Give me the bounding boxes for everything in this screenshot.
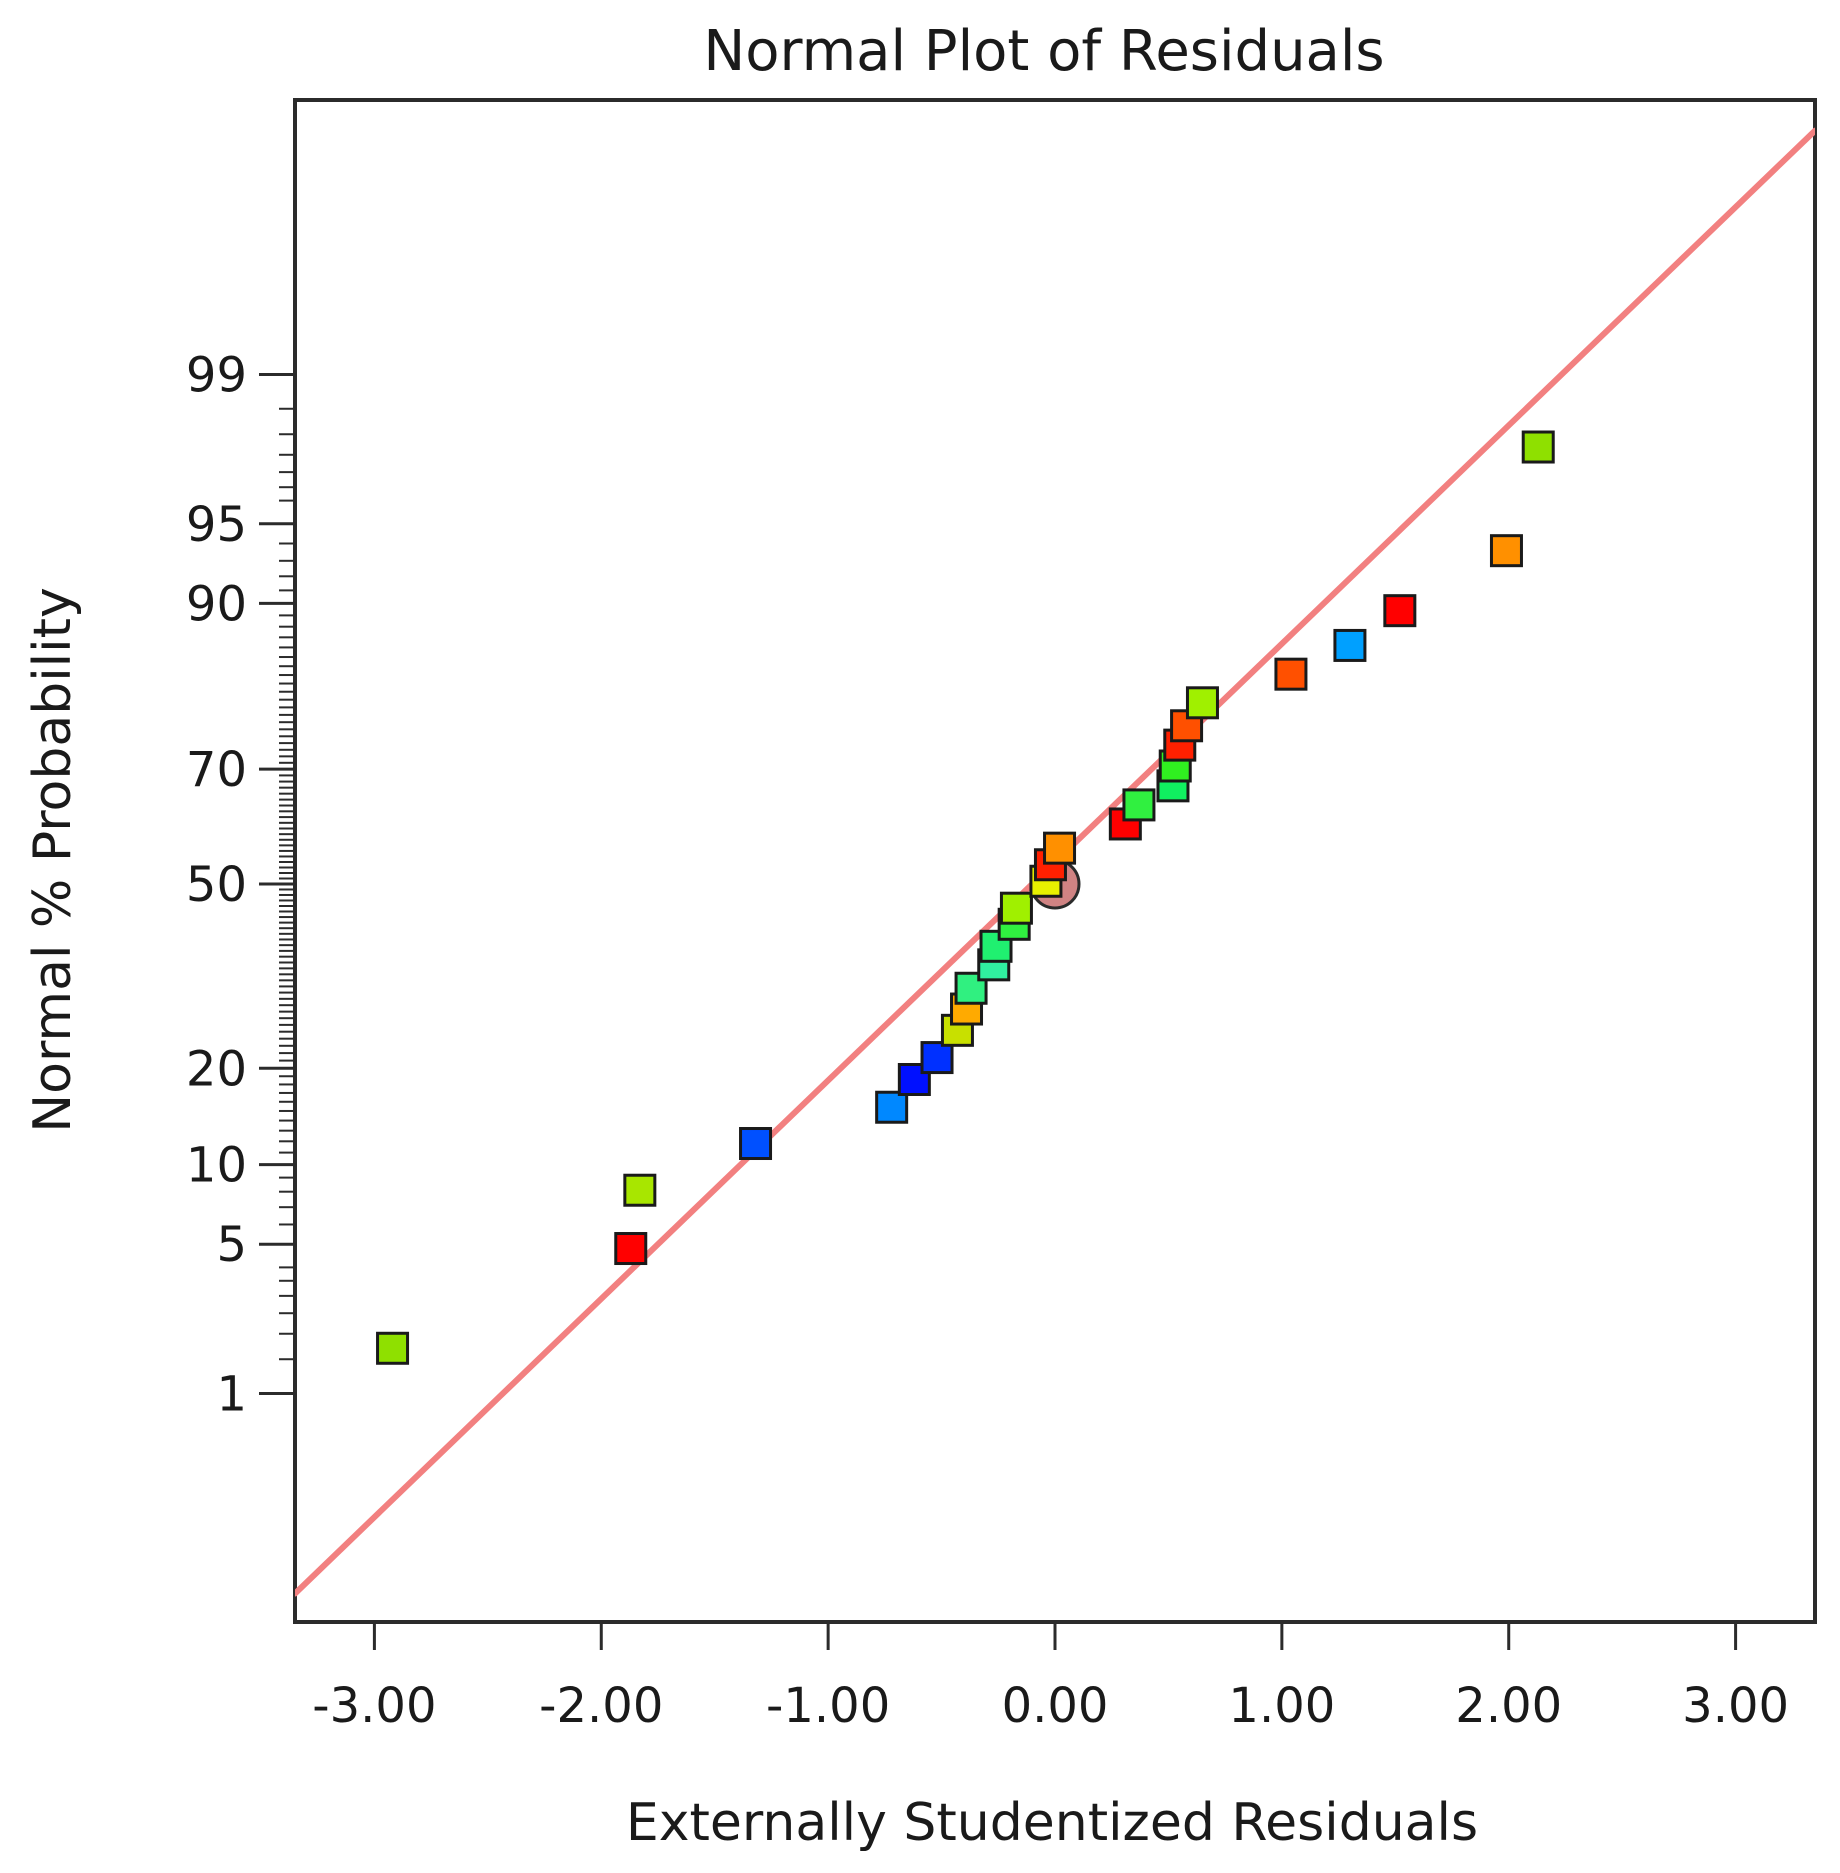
residual-point: [1122, 788, 1156, 822]
y-tick-label: 50: [186, 857, 247, 913]
x-axis: -3.00 -2.00 -1.00 0.00 1.00 2.00 3.00: [312, 1622, 1789, 1734]
residual-point: [875, 1090, 909, 1124]
residual-point: [1043, 831, 1077, 865]
y-tick-label: 5: [216, 1217, 247, 1273]
y-tick-label: 90: [186, 576, 247, 632]
x-tick-label: 0.00: [1002, 1678, 1109, 1734]
x-tick-label: 2.00: [1455, 1678, 1562, 1734]
residual-point: [614, 1232, 648, 1266]
chart-title: Normal Plot of Residuals: [703, 19, 1384, 84]
residual-point: [376, 1331, 410, 1365]
x-tick-label: -2.00: [539, 1678, 663, 1734]
residual-point: [1274, 657, 1308, 691]
residual-point: [1489, 534, 1523, 568]
residual-point: [920, 1041, 954, 1075]
x-tick-label: 1.00: [1228, 1678, 1335, 1734]
x-tick-label: -3.00: [312, 1678, 436, 1734]
y-tick-label: 70: [186, 742, 247, 798]
y-tick-label: 95: [186, 497, 247, 553]
x-axis-label: Externally Studentized Residuals: [626, 1793, 1478, 1853]
y-tick-label: 20: [186, 1041, 247, 1097]
y-tick-label: 10: [186, 1138, 247, 1194]
residual-point: [1185, 686, 1219, 720]
y-tick-label: 99: [186, 348, 247, 404]
y-axis: 1 5 10 20 50 70 90 95 99: [186, 348, 295, 1422]
data-points: [376, 430, 1555, 1365]
x-tick-label: -1.00: [766, 1678, 890, 1734]
residual-point: [623, 1173, 657, 1207]
residual-point: [739, 1127, 773, 1161]
residual-point: [1383, 594, 1417, 628]
y-axis-label: Normal % Probability: [23, 587, 83, 1133]
x-tick-label: 3.00: [1682, 1678, 1789, 1734]
residual-point: [999, 891, 1033, 925]
residual-point: [1521, 430, 1555, 464]
residual-point: [1333, 628, 1367, 662]
y-tick-label: 1: [216, 1366, 247, 1422]
